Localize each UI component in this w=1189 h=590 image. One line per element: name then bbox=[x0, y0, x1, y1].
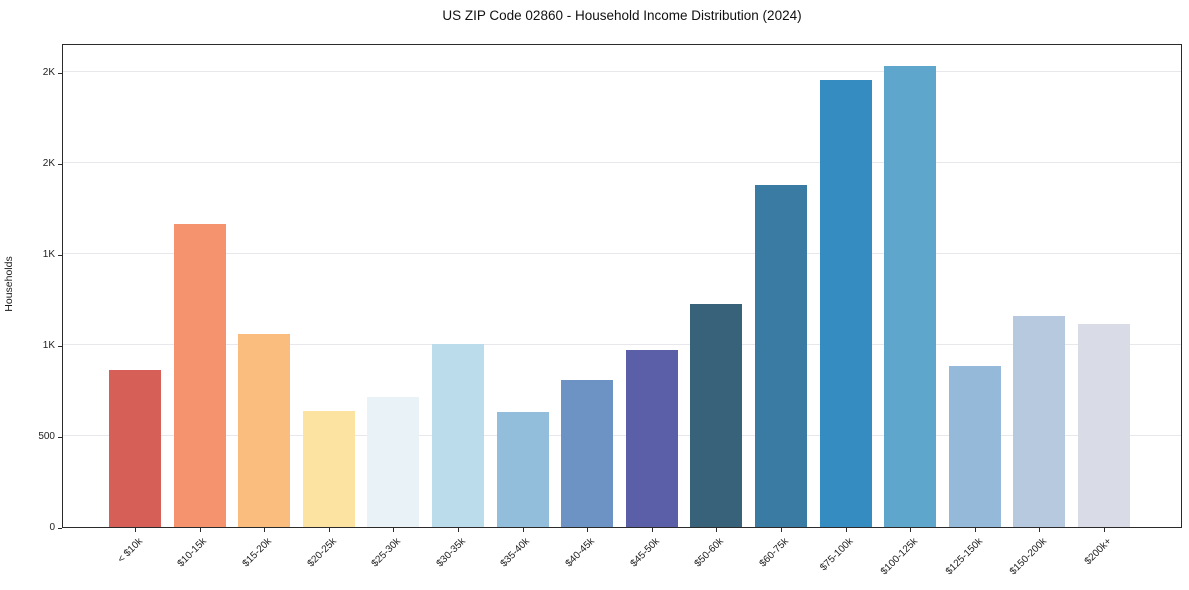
y-tick-label: 2K bbox=[42, 67, 55, 79]
y-tick-label: 1K bbox=[42, 340, 55, 352]
x-tick-label: $35-40k bbox=[499, 536, 533, 570]
bar bbox=[755, 185, 807, 527]
gridline bbox=[63, 71, 1181, 73]
bar bbox=[238, 334, 291, 527]
bar bbox=[302, 411, 355, 527]
x-tick-mark bbox=[1104, 528, 1105, 532]
bar bbox=[367, 396, 420, 527]
x-tick-label: $50-60k bbox=[692, 536, 727, 570]
y-tick-label: 1K bbox=[42, 249, 55, 261]
gridline bbox=[63, 162, 1181, 164]
x-tick-mark bbox=[1039, 528, 1041, 532]
x-tick-label: $100-125k bbox=[878, 536, 920, 578]
y-tick-mark bbox=[58, 73, 62, 74]
x-tick-mark bbox=[587, 528, 589, 532]
bar bbox=[1013, 316, 1066, 527]
y-tick-mark bbox=[58, 528, 62, 529]
y-tick-label: 0 bbox=[49, 522, 55, 533]
bar bbox=[173, 223, 226, 527]
x-tick-label: < $10k bbox=[115, 536, 145, 566]
x-tick-mark bbox=[716, 528, 718, 532]
x-tick-mark bbox=[458, 528, 459, 532]
bar bbox=[625, 349, 678, 527]
x-tick-label: $20-25k bbox=[305, 536, 339, 570]
x-tick-label: $30-35k bbox=[434, 536, 468, 570]
x-tick-mark bbox=[845, 528, 847, 532]
x-tick-label: $40-45k bbox=[563, 536, 597, 570]
y-tick-label: 2K bbox=[42, 158, 55, 170]
bar bbox=[109, 369, 161, 527]
x-tick-label: $25-30k bbox=[369, 536, 404, 570]
x-tick-mark bbox=[328, 528, 330, 532]
y-tick-mark bbox=[58, 255, 62, 256]
x-tick-mark bbox=[522, 528, 524, 532]
x-tick-label: $60-75k bbox=[757, 536, 791, 570]
x-tick-label: $75-100k bbox=[818, 536, 856, 574]
y-tick-label: 500 bbox=[38, 431, 55, 443]
plot-area bbox=[62, 44, 1182, 528]
bar bbox=[819, 79, 872, 527]
x-tick-label: $200k+ bbox=[1082, 536, 1114, 568]
chart-title: US ZIP Code 02860 - Household Income Dis… bbox=[442, 8, 802, 23]
bar bbox=[432, 344, 484, 527]
bar bbox=[1078, 323, 1130, 527]
gridline bbox=[63, 435, 1181, 437]
x-tick-label: $45-50k bbox=[628, 536, 662, 570]
x-tick-label: $15-20k bbox=[240, 536, 274, 570]
x-tick-mark bbox=[910, 528, 912, 532]
y-tick-mark bbox=[58, 346, 62, 347]
bar bbox=[496, 411, 549, 527]
bar bbox=[690, 304, 743, 527]
x-tick-mark bbox=[781, 528, 782, 532]
bar bbox=[561, 379, 614, 527]
x-tick-mark bbox=[393, 528, 395, 532]
x-tick-mark bbox=[135, 528, 136, 532]
x-tick-label: $150-200k bbox=[1007, 536, 1050, 578]
x-tick-mark bbox=[651, 528, 653, 532]
gridline bbox=[63, 344, 1181, 346]
y-tick-mark bbox=[58, 437, 62, 438]
gridline bbox=[63, 253, 1181, 255]
x-tick-mark bbox=[264, 528, 266, 532]
y-tick-mark bbox=[58, 164, 62, 165]
x-tick-label: $10-15k bbox=[176, 536, 210, 570]
bar bbox=[948, 366, 1001, 527]
bar bbox=[884, 66, 937, 527]
x-tick-mark bbox=[974, 528, 976, 532]
x-tick-mark bbox=[199, 528, 201, 532]
x-tick-label: $125-150k bbox=[943, 536, 985, 578]
